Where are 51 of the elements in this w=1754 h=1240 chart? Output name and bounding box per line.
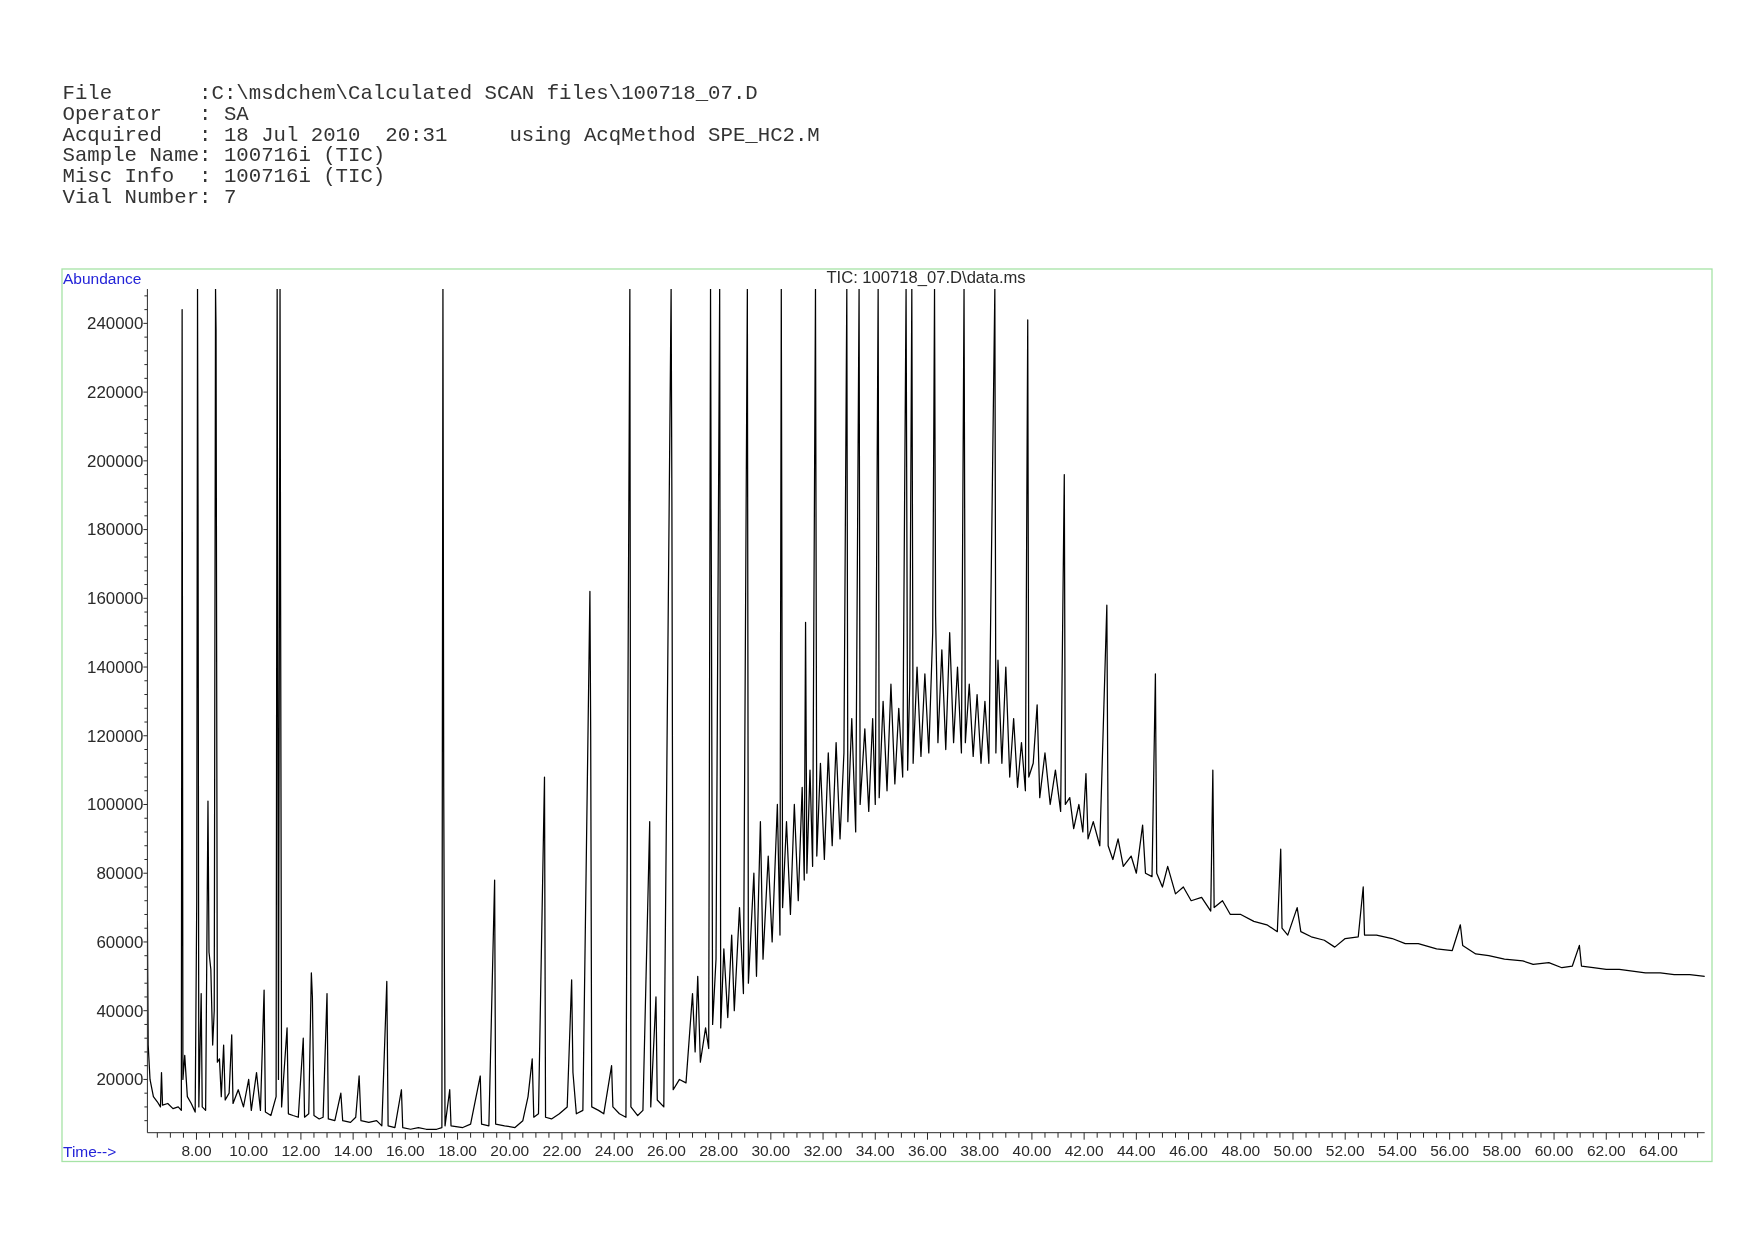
- x-axis-title: Time-->: [63, 1143, 117, 1160]
- x-tick-label: 46.00: [1169, 1142, 1209, 1160]
- y-tick-label: 60000: [96, 932, 144, 952]
- line-series: [147, 289, 1705, 1130]
- x-tick-label: 12.00: [281, 1142, 321, 1160]
- y-tick-label: 200000: [87, 451, 144, 471]
- x-tick-label: 42.00: [1064, 1142, 1104, 1160]
- x-tick-label: 32.00: [803, 1142, 843, 1160]
- y-tick-label: 140000: [87, 657, 144, 677]
- x-tick-label: 10.00: [229, 1142, 269, 1160]
- x-tick-label: 14.00: [333, 1142, 373, 1160]
- chart-title: TIC: 100718_07.D\data.ms: [826, 268, 1026, 288]
- y-tick-label: 20000: [96, 1070, 144, 1090]
- x-tick-label: 52.00: [1325, 1142, 1365, 1160]
- x-tick-label: 26.00: [647, 1142, 687, 1160]
- text: Vial Number: 7: [62, 186, 237, 209]
- x-tick-label: 24.00: [594, 1142, 634, 1160]
- x-tick-label: 36.00: [908, 1142, 948, 1160]
- x-tick-label: 40.00: [1012, 1142, 1052, 1160]
- x-tick-label: 44.00: [1116, 1142, 1157, 1160]
- x-tick-label: 28.00: [699, 1142, 739, 1160]
- x-tick-label: 22.00: [542, 1142, 582, 1160]
- y-tick-label: 240000: [87, 314, 144, 334]
- x-tick-label: 56.00: [1430, 1142, 1470, 1160]
- y-tick-label: 120000: [87, 726, 144, 746]
- x-tick-label: 8.00: [181, 1142, 212, 1160]
- x-tick-label: 58.00: [1482, 1142, 1522, 1160]
- x-tick-label: 16.00: [385, 1142, 426, 1160]
- x-tick-label: 62.00: [1586, 1142, 1627, 1160]
- text: Acquired : 18 Jul 2010 20:31 using AcqMethod SPE_HC2.M: [62, 123, 820, 147]
- x-tick-label: 48.00: [1221, 1142, 1261, 1160]
- y-tick-label: 40000: [96, 1001, 144, 1021]
- x-tick-label: 34.00: [855, 1142, 896, 1160]
- y-tick-label: 100000: [87, 795, 144, 815]
- x-tick-label: 60.00: [1534, 1142, 1574, 1160]
- y-tick-label: 80000: [96, 864, 144, 884]
- text: Operator : SA: [62, 102, 250, 126]
- y-tick-label: 160000: [87, 589, 144, 609]
- text: Sample Name: 100716i (TIC): [62, 144, 386, 168]
- y-axis-title: Abundance: [63, 269, 142, 287]
- x-tick-label: 30.00: [751, 1142, 791, 1160]
- y-tick-label: 220000: [87, 383, 144, 403]
- x-tick-label: 18.00: [438, 1142, 478, 1160]
- x-tick-label: 50.00: [1273, 1142, 1313, 1160]
- x-tick-label: 64.00: [1639, 1142, 1679, 1160]
- x-tick-label: 54.00: [1378, 1142, 1418, 1160]
- text: Misc Info : 100716i (TIC): [62, 165, 386, 189]
- x-tick-label: 38.00: [960, 1142, 1000, 1160]
- y-tick-label: 180000: [87, 520, 144, 540]
- x-tick-label: 20.00: [490, 1142, 530, 1160]
- text: File :C:\msdchem\Calculated SCAN files\100718_07.D: [62, 82, 758, 105]
